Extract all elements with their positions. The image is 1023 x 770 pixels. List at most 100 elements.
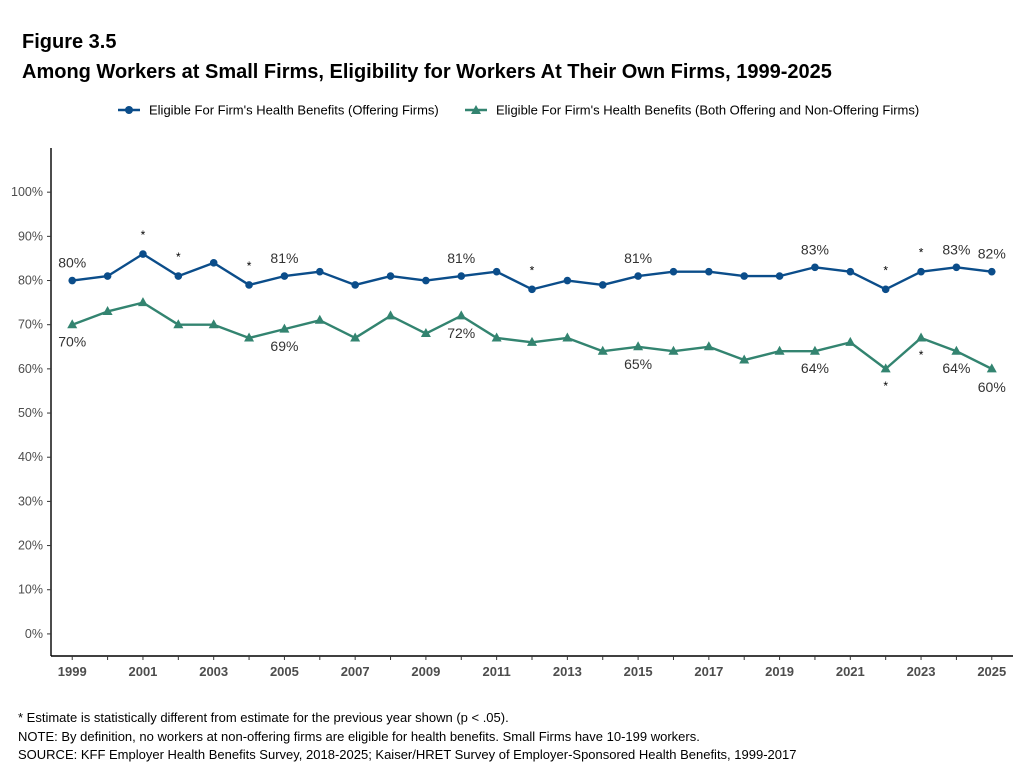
- legend-triangle-marker: [471, 105, 481, 114]
- significance-asterisk: *: [883, 379, 888, 393]
- data-point: [986, 363, 997, 373]
- data-point: [208, 319, 219, 329]
- data-label: 72%: [447, 325, 475, 341]
- significance-asterisk: *: [919, 348, 924, 362]
- y-tick-label: 60%: [18, 362, 43, 376]
- y-tick-label: 40%: [18, 450, 43, 464]
- data-label: 83%: [942, 241, 970, 257]
- y-tick-label: 70%: [18, 318, 43, 332]
- data-point: [528, 285, 536, 294]
- data-label: 82%: [978, 246, 1006, 262]
- legend-item: Eligible For Firm's Health Benefits (Off…: [118, 103, 439, 118]
- data-point: [562, 332, 573, 342]
- data-point: [315, 267, 324, 276]
- data-point: [845, 336, 856, 346]
- data-point: [314, 314, 325, 324]
- definition-note: NOTE: By definition, no workers at non-o…: [18, 728, 700, 744]
- x-tick-label: 2023: [907, 664, 936, 679]
- legend-label: Eligible For Firm's Health Benefits (Off…: [149, 103, 439, 118]
- series-line: [71, 301, 993, 371]
- data-label: 64%: [801, 360, 829, 376]
- legend-circle-marker: [125, 106, 133, 114]
- y-tick-label: 20%: [18, 539, 43, 553]
- data-label: 80%: [58, 255, 86, 271]
- y-tick-label: 80%: [18, 274, 43, 288]
- y-tick-label: 10%: [18, 583, 43, 597]
- data-point: [422, 276, 430, 285]
- axes: 0% 10% 20% 30% 40% 50% 60% 70% 80% 90% 100% 1999 200…: [11, 148, 1013, 679]
- data-point: [492, 267, 501, 276]
- data-point: [245, 281, 253, 289]
- y-tick-label: 90%: [18, 229, 43, 243]
- data-point: [809, 345, 820, 355]
- data-label: 70%: [58, 334, 86, 350]
- x-tick-label: 2003: [199, 664, 228, 679]
- significance-asterisk: *: [176, 250, 181, 264]
- x-tick-label: 2017: [694, 664, 723, 679]
- x-tick-label: 2015: [624, 664, 653, 679]
- x-tick-label: 2025: [977, 664, 1006, 679]
- y-tick-label: 100%: [11, 185, 43, 199]
- data-point: [244, 332, 255, 342]
- data-point: [951, 345, 962, 355]
- data-point: [139, 250, 147, 258]
- data-labels: * * * * * * 80% 81% 81% 81% 83% 83% 82% * * 70% 69% 72% 65…: [58, 228, 1006, 395]
- x-tick-label: 2021: [836, 664, 865, 679]
- figure-number: Figure 3.5: [22, 31, 117, 53]
- data-point: [705, 267, 713, 276]
- data-point: [137, 297, 148, 307]
- data-point: [386, 272, 395, 280]
- legend-label: Eligible For Firm's Health Benefits (Bot…: [496, 103, 919, 118]
- data-label: 81%: [270, 250, 298, 266]
- y-tick-label: 50%: [18, 406, 43, 420]
- significance-asterisk: *: [919, 246, 924, 260]
- significance-asterisk: *: [530, 263, 535, 277]
- data-point: [174, 272, 183, 280]
- x-tick-label: 2001: [128, 664, 157, 679]
- data-point: [491, 332, 502, 342]
- data-point: [598, 281, 607, 289]
- data-point: [279, 323, 290, 333]
- line-chart: Eligible For Firm's Health Benefits (Off…: [11, 103, 1013, 679]
- data-point: [668, 345, 679, 355]
- data-point: [350, 332, 361, 342]
- data-point: [351, 281, 359, 289]
- y-tick-label: 30%: [18, 494, 43, 508]
- data-point: [739, 354, 750, 364]
- data-point: [917, 267, 925, 276]
- data-point: [67, 319, 78, 329]
- data-point: [457, 272, 466, 280]
- significance-asterisk: *: [141, 228, 146, 242]
- data-point: [669, 267, 678, 276]
- data-point: [103, 272, 112, 280]
- data-point: [811, 263, 819, 272]
- data-label: 83%: [801, 241, 829, 257]
- significance-asterisk: *: [247, 259, 252, 273]
- x-tick-label: 2005: [270, 664, 299, 679]
- chart-title: Among Workers at Small Firms, Eligibilit…: [22, 61, 832, 83]
- data-point: [952, 263, 961, 272]
- x-tick-label: 2007: [341, 664, 370, 679]
- significance-note: * Estimate is statistically different fr…: [18, 710, 509, 725]
- data-point: [456, 310, 467, 320]
- x-tick-label: 2009: [411, 664, 440, 679]
- data-point: [173, 319, 184, 329]
- data-point: [385, 310, 396, 320]
- data-point: [880, 363, 891, 373]
- y-tick-label: 0%: [25, 627, 43, 641]
- data-point: [703, 341, 714, 351]
- data-point: [633, 341, 644, 351]
- data-point: [775, 272, 784, 280]
- x-tick-label: 2013: [553, 664, 582, 679]
- data-point: [881, 285, 890, 294]
- data-point: [563, 276, 572, 285]
- data-point: [597, 345, 608, 355]
- footnotes: * Estimate is statistically different fr…: [18, 709, 796, 765]
- data-point: [740, 272, 749, 280]
- source-note: SOURCE: KFF Employer Health Benefits Sur…: [18, 747, 797, 762]
- data-point: [527, 336, 537, 346]
- data-point: [280, 272, 289, 280]
- data-point: [774, 345, 785, 355]
- x-tick-label: 2019: [765, 664, 794, 679]
- data-point: [916, 332, 927, 342]
